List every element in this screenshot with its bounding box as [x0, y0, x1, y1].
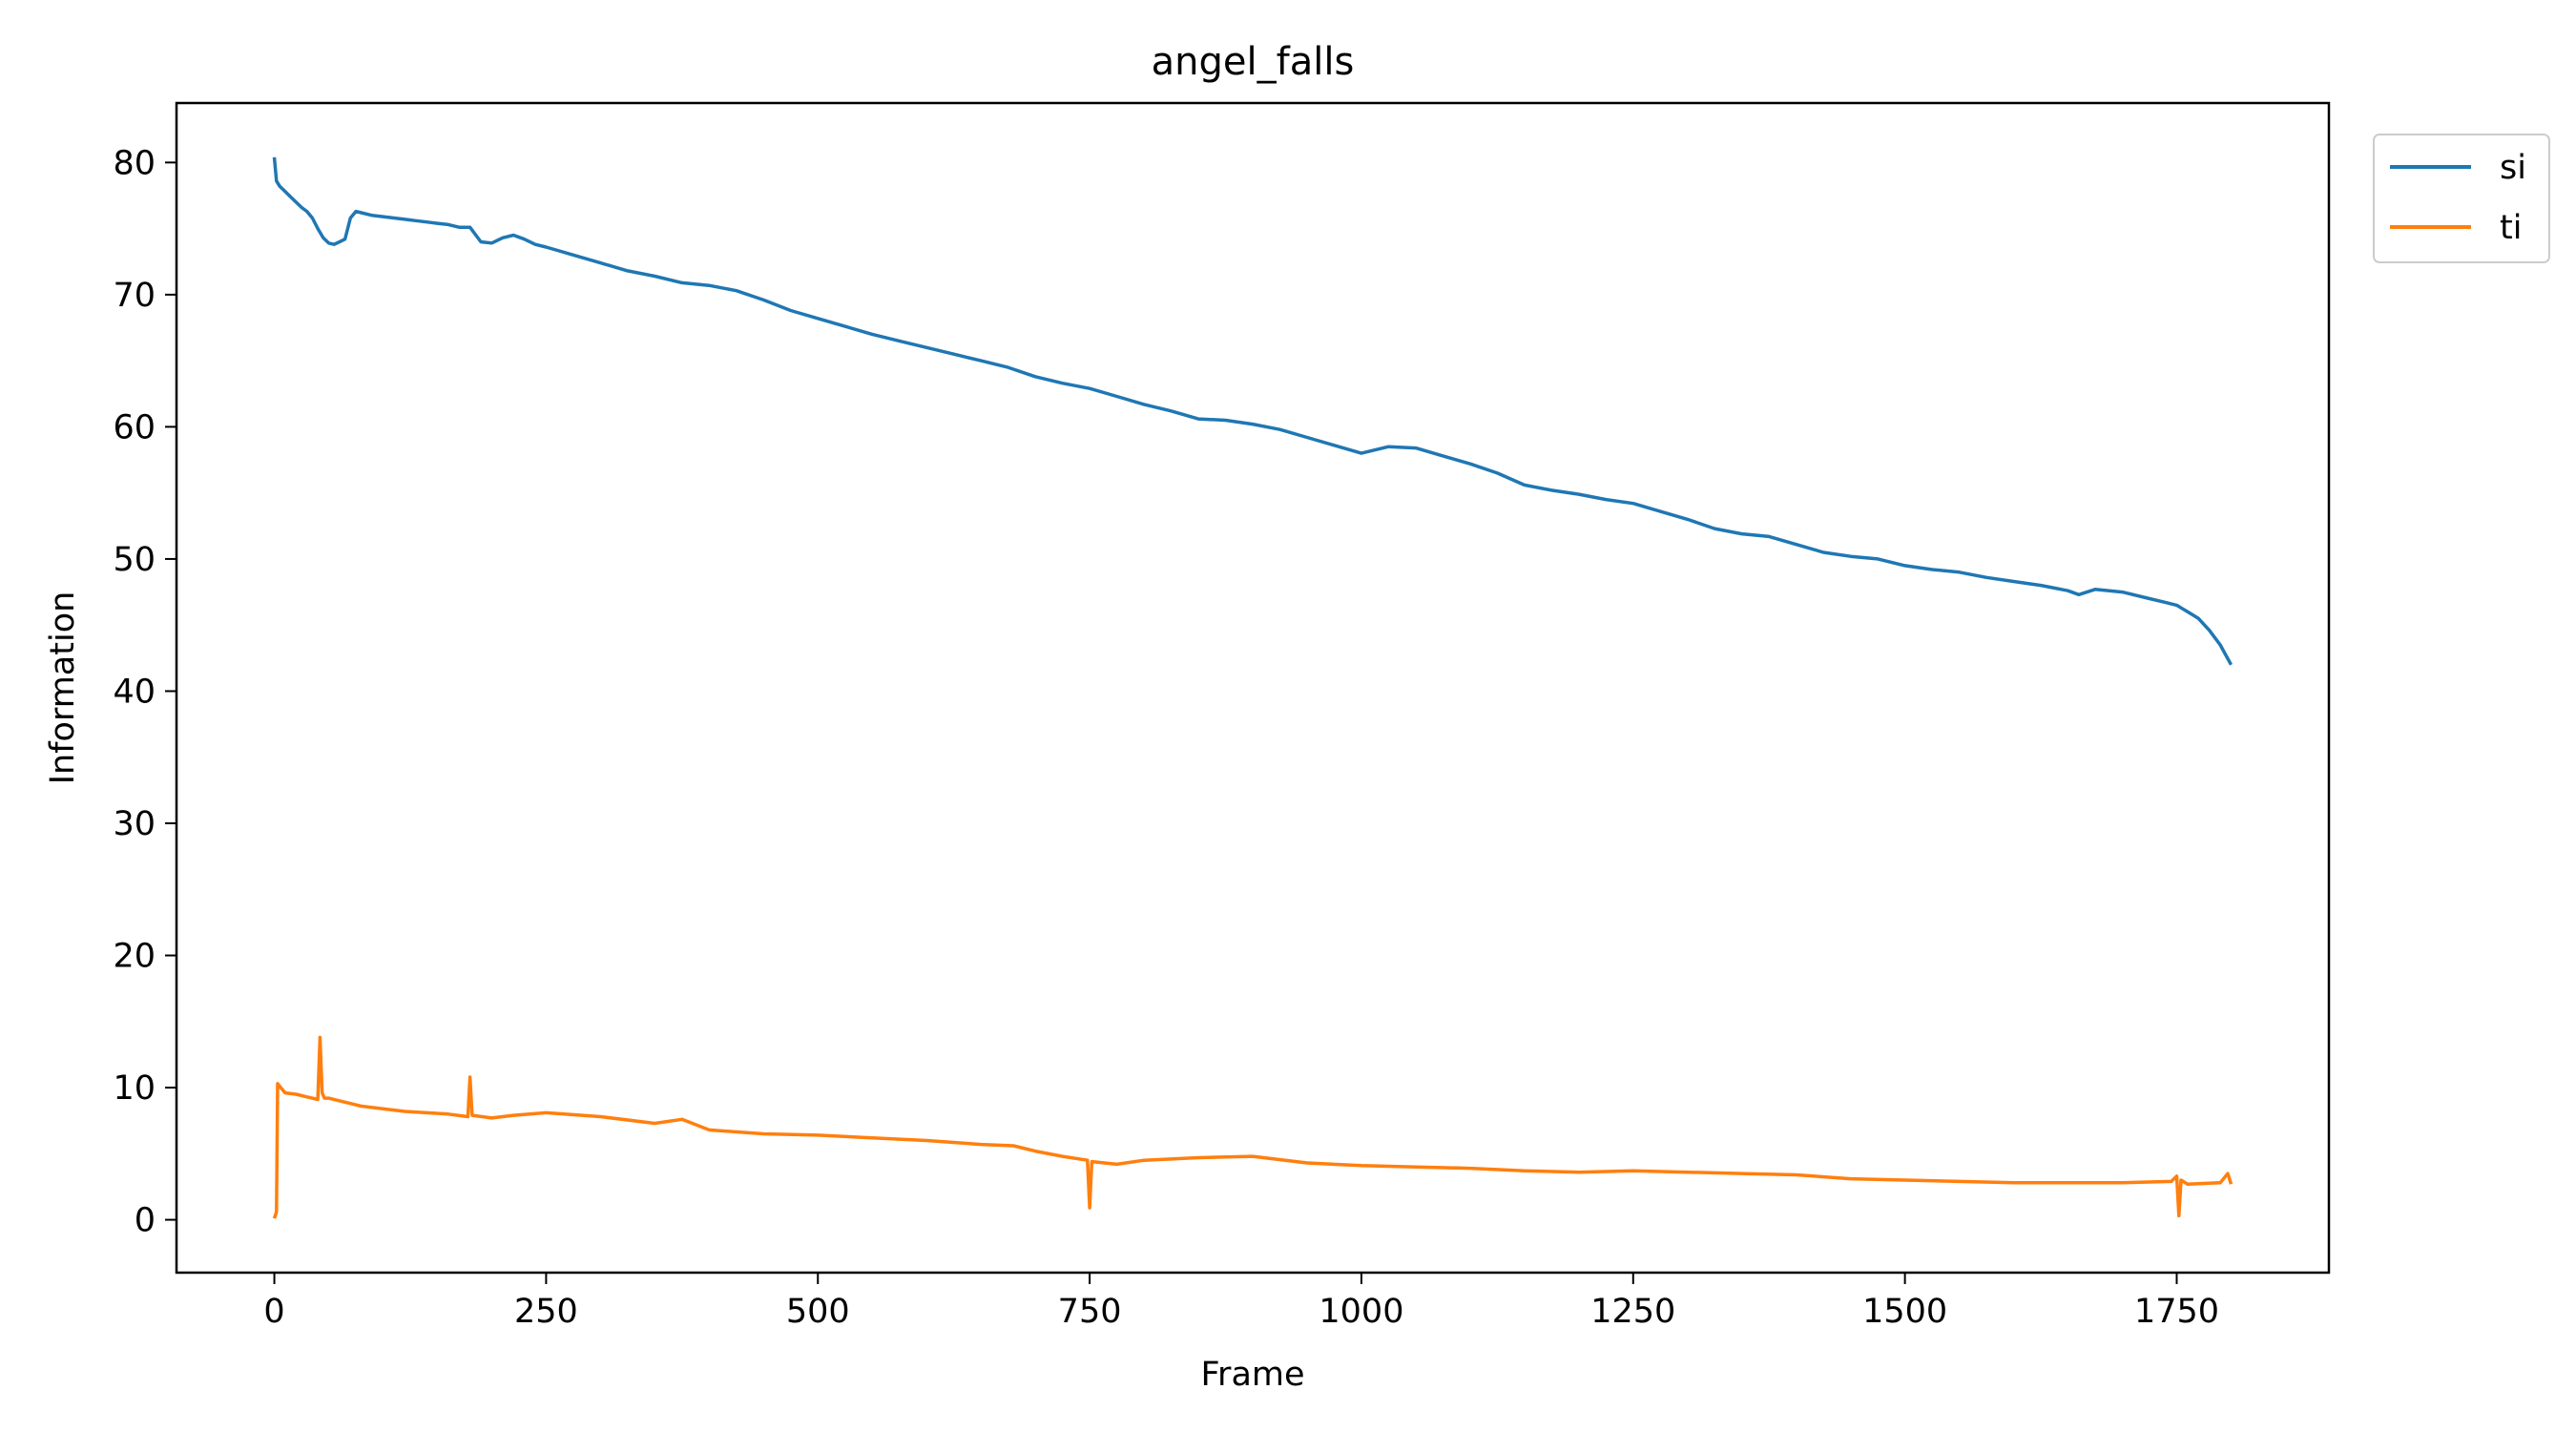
x-tick-label: 1000 [1319, 1293, 1403, 1331]
legend-label-si: si [2500, 149, 2526, 187]
y-tick-label: 10 [113, 1069, 156, 1108]
y-tick-label: 20 [113, 938, 156, 976]
y-tick-label: 70 [113, 277, 156, 315]
y-axis: 0 10 20 30 40 50 60 70 80 [113, 144, 177, 1240]
plot-area [272, 156, 2233, 1219]
x-axis: 0 250 500 750 1000 1250 1500 1750 [263, 1273, 2219, 1331]
y-tick-label: 40 [113, 673, 156, 711]
y-tick-label: 0 [135, 1202, 156, 1240]
y-tick-label: 80 [113, 144, 156, 182]
x-tick-label: 1250 [1590, 1293, 1675, 1331]
x-tick-label: 1750 [2134, 1293, 2219, 1331]
legend-label-ti: ti [2500, 209, 2522, 247]
x-tick-label: 500 [786, 1293, 850, 1331]
x-tick-label: 1500 [1862, 1293, 1947, 1331]
legend: si ti [2373, 134, 2550, 263]
y-tick-label: 50 [113, 541, 156, 579]
series-line-ti [272, 1035, 2233, 1219]
series-line-si [272, 156, 2233, 666]
y-axis-label: Information [44, 591, 82, 785]
chart-title: angel_falls [1152, 40, 1355, 84]
y-tick-label: 30 [113, 805, 156, 843]
x-axis-label: Frame [1200, 1356, 1304, 1394]
x-tick-label: 0 [263, 1293, 284, 1331]
y-tick-label: 60 [113, 408, 156, 446]
plot-frame [175, 101, 2331, 1275]
x-tick-label: 750 [1058, 1293, 1122, 1331]
x-tick-label: 250 [514, 1293, 578, 1331]
